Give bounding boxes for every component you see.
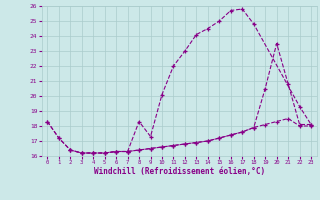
X-axis label: Windchill (Refroidissement éolien,°C): Windchill (Refroidissement éolien,°C) xyxy=(94,167,265,176)
